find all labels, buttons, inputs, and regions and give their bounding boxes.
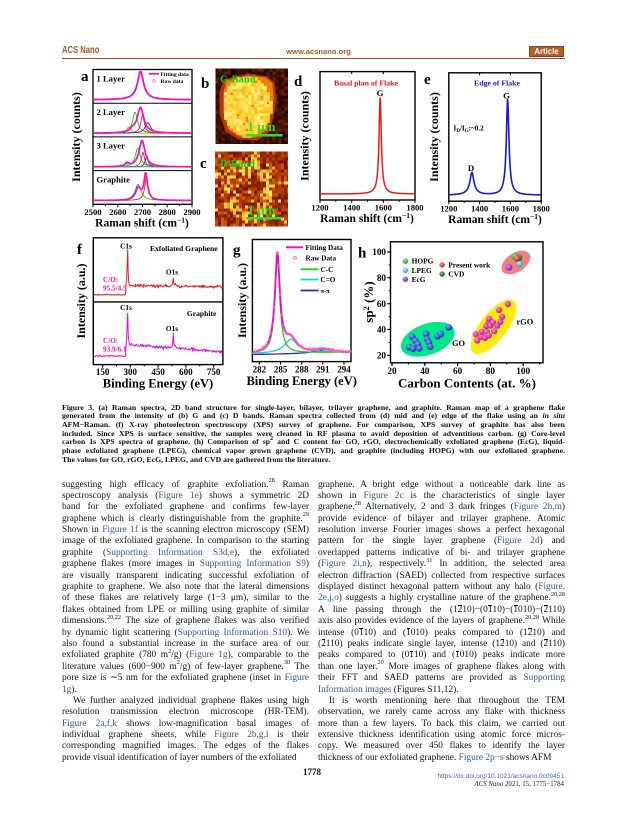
svg-text:1200: 1200	[311, 203, 328, 213]
svg-text:π-π: π-π	[321, 288, 331, 295]
svg-text:40: 40	[377, 325, 387, 335]
svg-text:GO: GO	[452, 339, 466, 348]
svg-text:Edge of Flake: Edge of Flake	[474, 79, 520, 88]
svg-text:Raman shift (cm−1): Raman shift (cm−1)	[448, 212, 542, 226]
svg-text:LPEG: LPEG	[412, 266, 432, 275]
svg-text:Binding Energy (eV): Binding Energy (eV)	[103, 377, 213, 391]
svg-text:300: 300	[124, 367, 138, 377]
svg-text:2800: 2800	[159, 207, 176, 217]
svg-text:Present work: Present work	[448, 260, 491, 269]
svg-text:HOPG: HOPG	[412, 257, 434, 266]
svg-text:95.5/4.5: 95.5/4.5	[103, 285, 127, 293]
svg-text:C/O:: C/O:	[103, 337, 118, 345]
svg-text:282: 282	[253, 365, 267, 375]
svg-text:C1s: C1s	[120, 242, 132, 251]
svg-text:sp2 (%): sp2 (%)	[361, 281, 376, 322]
svg-text:D-Band: D-Band	[220, 159, 255, 170]
svg-text:G-Band: G-Band	[220, 75, 256, 86]
svg-text:C-C: C-C	[321, 266, 334, 274]
svg-text:Fitting Data: Fitting Data	[306, 244, 344, 252]
svg-text:1400: 1400	[471, 204, 488, 214]
svg-text:rGO: rGO	[517, 318, 534, 327]
svg-text:ID/IG:~0.2: ID/IG:~0.2	[454, 125, 485, 135]
svg-text:d: d	[294, 74, 303, 90]
svg-text:1 μm: 1 μm	[248, 203, 276, 218]
svg-text:Intensity (a.u.): Intensity (a.u.)	[235, 263, 249, 338]
svg-text:g: g	[233, 243, 241, 259]
svg-text:Graphite: Graphite	[97, 175, 131, 185]
svg-text:CVD: CVD	[448, 270, 464, 279]
svg-text:EcG: EcG	[412, 275, 426, 284]
svg-text:1400: 1400	[343, 203, 360, 213]
svg-text:Fitting data: Fitting data	[161, 72, 189, 78]
svg-text:1800: 1800	[533, 204, 550, 214]
svg-text:1600: 1600	[502, 204, 519, 214]
svg-text:Basal plan of Flake: Basal plan of Flake	[334, 79, 398, 88]
svg-text:20: 20	[377, 351, 387, 361]
svg-text:100: 100	[372, 247, 386, 257]
svg-text:Carbon Contents (at. %): Carbon Contents (at. %)	[398, 376, 536, 391]
svg-text:450: 450	[151, 367, 165, 377]
svg-text:1 Layer: 1 Layer	[97, 74, 126, 84]
svg-text:600: 600	[179, 367, 193, 377]
svg-text:Raman shift (cm−1): Raman shift (cm−1)	[95, 216, 189, 230]
svg-text:60: 60	[453, 366, 463, 376]
svg-text:Binding Energy (eV): Binding Energy (eV)	[246, 374, 356, 388]
svg-text:750: 750	[207, 367, 221, 377]
svg-text:Exfoliated Graphene: Exfoliated Graphene	[150, 244, 218, 253]
svg-text:1200: 1200	[440, 204, 457, 214]
svg-text:93.9/6.1: 93.9/6.1	[103, 346, 127, 354]
svg-text:c: c	[200, 156, 207, 172]
svg-text:80: 80	[486, 366, 496, 376]
svg-text:O1s: O1s	[166, 268, 178, 277]
svg-text:80: 80	[377, 273, 387, 283]
svg-text:Graphite: Graphite	[187, 309, 217, 318]
svg-text:291: 291	[316, 365, 330, 375]
svg-text:b: b	[201, 76, 209, 92]
svg-text:2700: 2700	[134, 207, 151, 217]
svg-text:1600: 1600	[375, 203, 392, 213]
svg-text:2600: 2600	[109, 207, 126, 217]
svg-text:O1s: O1s	[166, 324, 178, 333]
svg-text:3 Layer: 3 Layer	[97, 141, 126, 151]
svg-text:60: 60	[377, 299, 387, 309]
svg-text:C/O:: C/O:	[103, 276, 118, 284]
svg-text:Raman shift (cm−1): Raman shift (cm−1)	[320, 211, 414, 225]
svg-text:294: 294	[337, 365, 351, 375]
svg-text:Intensity (a.u.): Intensity (a.u.)	[74, 263, 88, 338]
svg-text:Raw Data: Raw Data	[306, 255, 337, 263]
svg-text:f: f	[77, 242, 83, 258]
svg-text:Raw data: Raw data	[161, 79, 184, 85]
svg-text:h: h	[358, 246, 367, 262]
svg-text:288: 288	[295, 365, 309, 375]
svg-text:C=O: C=O	[321, 276, 336, 284]
svg-text:2500: 2500	[84, 207, 101, 217]
svg-text:1 μm: 1 μm	[248, 119, 276, 134]
svg-text:Intensity (counts): Intensity (counts)	[69, 92, 83, 182]
svg-text:a: a	[81, 69, 89, 85]
svg-text:100: 100	[516, 366, 530, 376]
svg-text:285: 285	[274, 365, 288, 375]
svg-text:Intensity (counts): Intensity (counts)	[427, 92, 441, 182]
svg-text:150: 150	[96, 367, 110, 377]
svg-text:2 Layer: 2 Layer	[97, 107, 126, 117]
svg-text:2900: 2900	[183, 207, 200, 217]
svg-text:20: 20	[387, 366, 397, 376]
svg-text:G: G	[503, 91, 510, 101]
svg-text:1800: 1800	[406, 203, 423, 213]
svg-text:D: D	[468, 163, 474, 173]
svg-text:e: e	[424, 72, 431, 88]
svg-text:Intensity (counts): Intensity (counts)	[298, 91, 312, 181]
svg-text:C1s: C1s	[120, 303, 132, 312]
svg-text:40: 40	[420, 366, 430, 376]
svg-text:G: G	[377, 88, 384, 98]
